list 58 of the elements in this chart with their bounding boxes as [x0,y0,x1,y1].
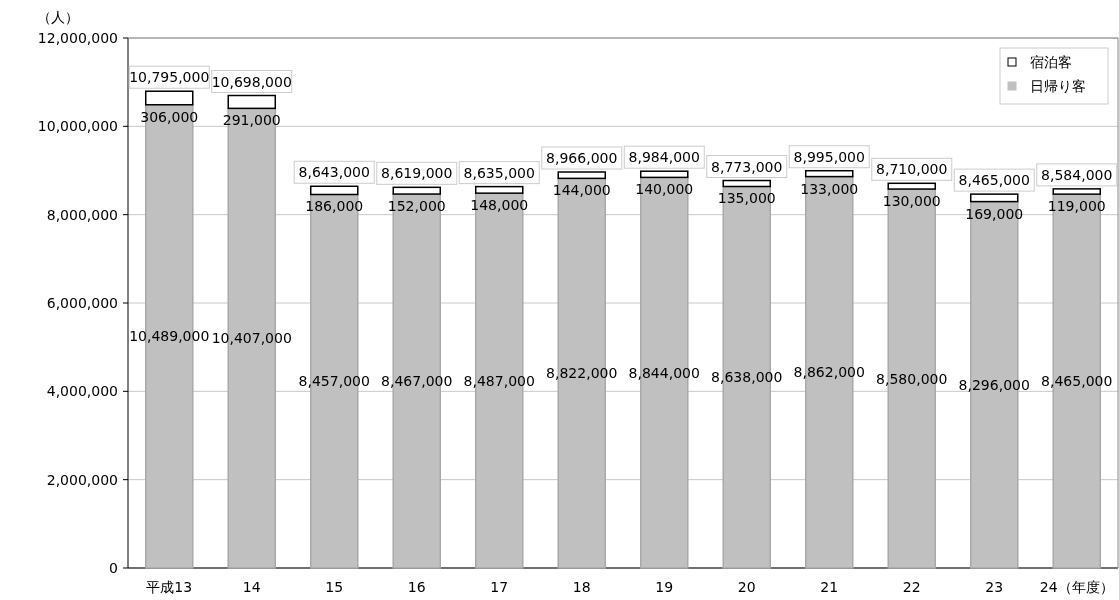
data-label: 291,000 [222,112,281,129]
y-tick-label: 4,000,000 [46,383,118,400]
x-tick-label: 14 [242,579,261,595]
total-label: 10,795,000 [129,69,210,86]
data-label: 135,000 [717,190,776,207]
total-label: 8,995,000 [793,148,865,165]
x-tick-label: 16 [407,579,426,595]
data-label: 8,467,000 [381,373,453,390]
legend-label: 宿泊客 [1030,54,1072,70]
y-tick-label: 12,000,000 [37,30,118,46]
data-label: 8,862,000 [793,364,865,381]
x-tick-label: 22 [902,579,921,595]
data-label: 8,487,000 [463,372,535,389]
data-label: 8,822,000 [546,365,618,382]
data-label: 10,407,000 [211,330,292,347]
data-label: 140,000 [635,181,694,198]
x-tick-label: 18 [572,579,591,595]
total-label: 8,643,000 [298,164,370,181]
data-label: 130,000 [882,193,941,210]
y-tick-label: 6,000,000 [46,295,118,311]
data-label: 8,457,000 [298,373,370,390]
x-tick-label: 24（年度） [1039,579,1114,595]
x-tick-label: 20 [737,579,756,595]
legend-label: 日帰り客 [1030,78,1086,94]
data-label: 133,000 [800,180,859,197]
total-label: 8,773,000 [711,158,783,175]
total-label: 8,584,000 [1041,166,1113,183]
total-label: 10,698,000 [211,73,292,90]
data-label: 144,000 [552,182,611,199]
data-label: 8,638,000 [711,369,783,386]
y-tick-label: 0 [109,560,118,576]
x-tick-label: 平成13 [146,579,193,595]
x-tick-label: 21 [820,579,839,595]
data-label: 119,000 [1047,198,1106,215]
x-tick-label: 15 [325,579,344,595]
data-label: 8,844,000 [628,364,700,381]
data-label: 10,489,000 [129,328,210,345]
total-label: 8,984,000 [628,149,700,166]
total-label: 8,966,000 [546,150,618,166]
x-tick-label: 17 [490,579,509,595]
data-label: 306,000 [140,108,199,125]
data-label: 152,000 [387,198,446,215]
total-label: 8,465,000 [958,172,1030,189]
y-axis-title: （人） [37,9,79,25]
data-label: 8,580,000 [876,370,948,387]
total-label: 8,635,000 [463,164,535,181]
total-label: 8,619,000 [381,165,453,182]
x-tick-label: 19 [655,579,674,595]
x-tick-label: 23 [985,579,1004,595]
data-label: 186,000 [305,198,364,215]
total-label: 8,710,000 [876,161,948,178]
y-tick-label: 2,000,000 [46,471,118,488]
data-label: 8,465,000 [1041,373,1113,390]
data-label: 169,000 [965,205,1024,222]
data-label: 148,000 [470,197,529,214]
y-tick-label: 10,000,000 [37,118,118,135]
data-label: 8,296,000 [958,376,1030,393]
y-tick-label: 8,000,000 [46,206,118,223]
